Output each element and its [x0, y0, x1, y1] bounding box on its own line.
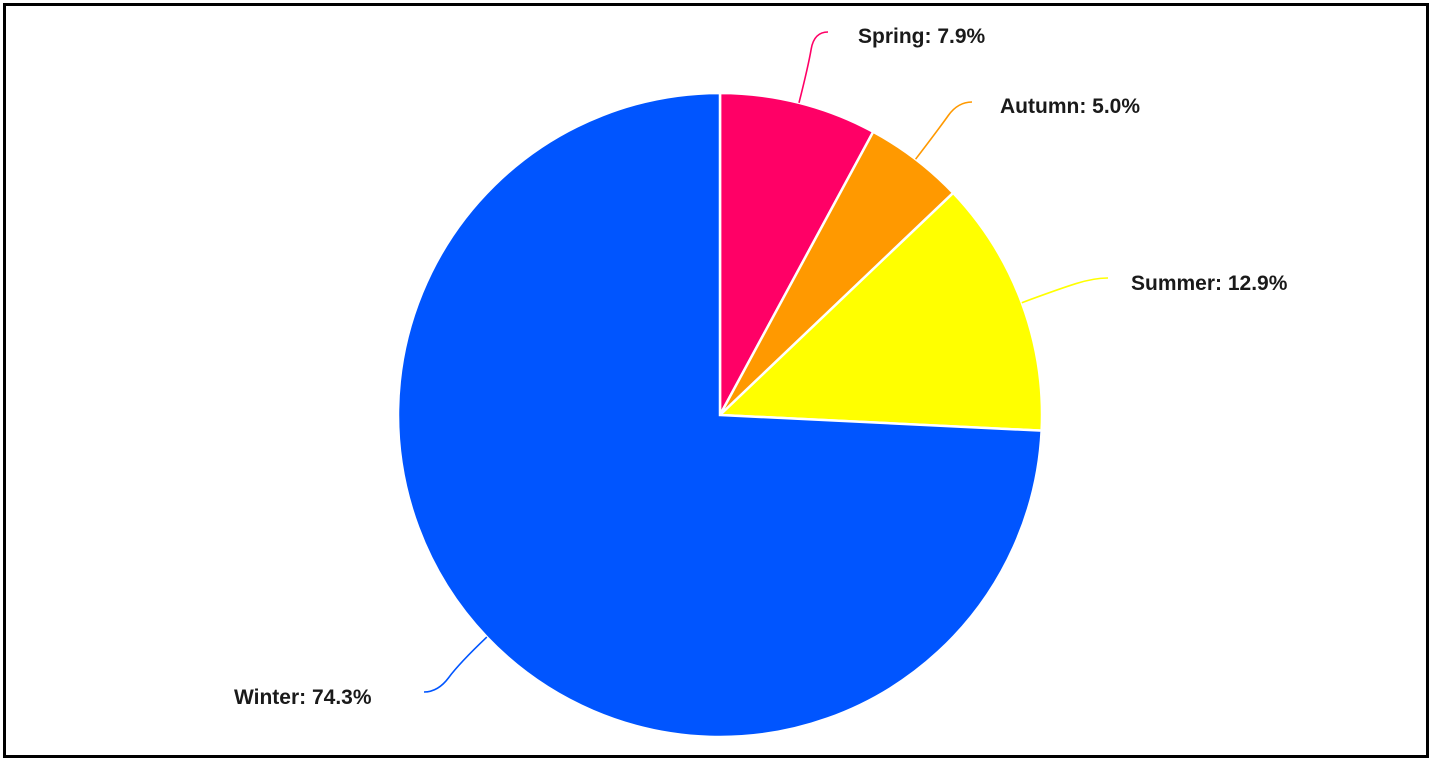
slice-label-autumn: Autumn: 5.0% [1000, 95, 1140, 118]
pie-slice-winter [396, 91, 1043, 739]
slice-label-summer: Summer: 12.9% [1131, 272, 1288, 295]
leader-line-autumn [914, 101, 973, 160]
slice-label-spring: Spring: 7.9% [858, 25, 986, 48]
slice-labels: Spring: 7.9% Autumn: 5.0% Summer: 12.9% … [234, 25, 1288, 709]
pie-slices [396, 91, 1044, 739]
pie-slice-summer [717, 191, 1044, 432]
pie-slice-spring [718, 91, 875, 416]
label-leader-lines [423, 31, 1109, 693]
leader-line-summer [1021, 277, 1109, 304]
leader-line-winter [423, 636, 488, 693]
leader-line-spring [798, 31, 829, 103]
slice-label-winter: Winter: 74.3% [234, 686, 372, 709]
